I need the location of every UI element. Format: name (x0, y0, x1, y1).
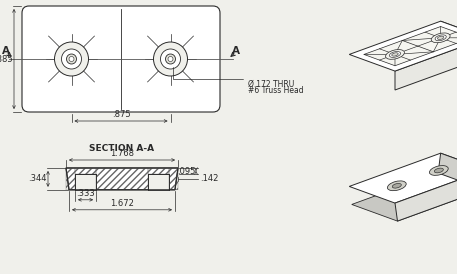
Ellipse shape (388, 181, 406, 191)
Text: .875: .875 (112, 110, 130, 119)
Circle shape (154, 42, 187, 76)
Text: SECTION A-A: SECTION A-A (90, 144, 154, 153)
Circle shape (168, 56, 173, 61)
Ellipse shape (431, 33, 450, 43)
Polygon shape (349, 153, 457, 203)
Circle shape (67, 54, 76, 64)
Circle shape (54, 42, 89, 76)
Ellipse shape (437, 36, 444, 39)
Text: 1.672: 1.672 (110, 199, 134, 208)
Text: .142: .142 (200, 174, 218, 183)
Ellipse shape (386, 50, 404, 59)
Polygon shape (352, 173, 457, 221)
FancyBboxPatch shape (22, 6, 220, 112)
Text: #6 Truss Head: #6 Truss Head (248, 86, 303, 95)
Text: .095: .095 (176, 167, 195, 176)
Polygon shape (349, 21, 457, 71)
Polygon shape (364, 27, 457, 66)
Circle shape (160, 49, 181, 69)
Ellipse shape (435, 35, 446, 41)
Polygon shape (438, 153, 457, 190)
Ellipse shape (392, 53, 398, 56)
Text: A: A (232, 46, 240, 56)
Text: .333: .333 (76, 189, 95, 198)
Text: Ø.172 THRU: Ø.172 THRU (248, 80, 294, 89)
Bar (148, 174, 169, 190)
Text: 1.768: 1.768 (110, 149, 134, 158)
Polygon shape (441, 21, 457, 57)
Circle shape (62, 49, 81, 69)
Ellipse shape (392, 183, 401, 188)
Polygon shape (66, 168, 178, 190)
Text: A: A (2, 46, 10, 56)
Ellipse shape (389, 52, 401, 57)
Polygon shape (395, 170, 457, 221)
Ellipse shape (434, 168, 443, 173)
Circle shape (69, 56, 74, 61)
Circle shape (165, 54, 175, 64)
Bar (75, 174, 96, 190)
Ellipse shape (430, 165, 448, 175)
Text: .885: .885 (0, 55, 13, 64)
Text: .344: .344 (28, 174, 47, 183)
Polygon shape (395, 38, 457, 90)
